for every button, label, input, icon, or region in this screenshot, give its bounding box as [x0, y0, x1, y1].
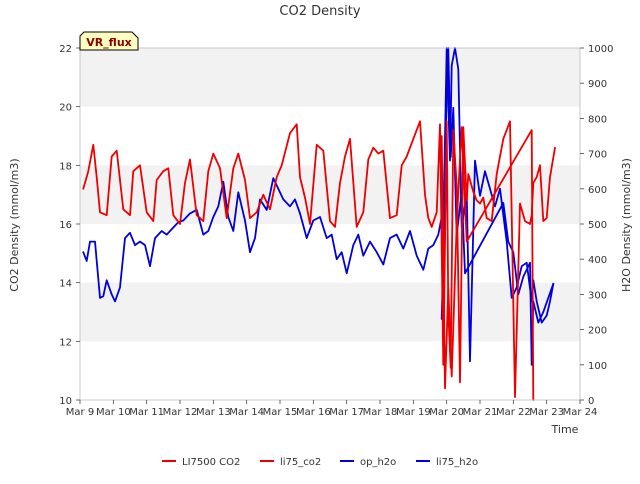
x-tick-label: Mar 9	[66, 407, 94, 418]
series-line-op-h2o	[82, 47, 555, 363]
x-tick-label: Mar 12	[163, 407, 198, 418]
y-right-tick-label: 500	[588, 220, 607, 231]
x-tick-label: Mar 21	[463, 407, 498, 418]
y-axis-left: 10 12 14 16 18 20 22	[59, 44, 80, 407]
y-right-tick-label: 900	[588, 79, 607, 90]
y-left-tick-label: 10	[59, 396, 72, 407]
y-left-tick-label: 22	[59, 44, 72, 55]
grid-band	[80, 48, 580, 107]
chart-title: CO2 Density	[279, 4, 360, 19]
y-right-tick-label: 600	[588, 185, 607, 196]
x-tick-label: Mar 24	[563, 407, 598, 418]
x-tick-label: Mar 22	[496, 407, 531, 418]
y-left-tick-label: 12	[59, 337, 72, 348]
y-left-tick-label: 20	[59, 103, 72, 114]
x-tick-label: Mar 11	[129, 407, 164, 418]
y-axis-left-label: CO2 Density (mmol/m3)	[8, 158, 21, 291]
x-tick-label: Mar 15	[263, 407, 298, 418]
x-tick-label: Mar 10	[96, 407, 131, 418]
series-layer	[82, 47, 556, 401]
badge: VR_flux	[79, 31, 139, 51]
grid-band	[80, 282, 580, 342]
legend-label: op_h2o	[360, 457, 396, 468]
y-left-tick-label: 18	[59, 161, 72, 172]
y-right-tick-label: 0	[588, 396, 594, 407]
y-right-tick-label: 100	[588, 361, 607, 372]
x-tick-label: Mar 16	[296, 407, 331, 418]
x-tick-label: Mar 23	[529, 407, 564, 418]
legend-label: li75_h2o	[436, 457, 478, 468]
y-right-tick-label: 700	[588, 150, 607, 161]
x-tick-label: Mar 19	[396, 407, 431, 418]
y-left-tick-label: 14	[59, 279, 72, 290]
plot-grid-bands	[80, 48, 580, 342]
x-tick-label: Mar 17	[329, 407, 364, 418]
y-left-tick-label: 16	[59, 220, 72, 231]
legend-label: LI7500 CO2	[182, 457, 240, 468]
x-tick-label: Mar 13	[196, 407, 231, 418]
badge-box	[79, 31, 139, 51]
y-axis-right: 0 100 200 300 400 500 600 700 800 900 1000	[580, 44, 613, 407]
series-line-li75-h2o	[440, 47, 555, 366]
badge-label: VR_flux	[86, 36, 132, 49]
series-line-li7500-co2	[82, 120, 556, 399]
y-axis-right-label: H2O Density (mmol/m3)	[620, 158, 633, 292]
y-right-tick-label: 400	[588, 255, 607, 266]
y-right-tick-label: 800	[588, 114, 607, 125]
x-tick-label: Mar 18	[363, 407, 398, 418]
y-right-tick-label: 300	[588, 290, 607, 301]
legend-label: li75_co2	[280, 457, 321, 468]
x-axis-label: Time	[551, 423, 579, 436]
x-tick-label: Mar 20	[429, 407, 464, 418]
legend: LI7500 CO2 li75_co2 op_h2o li75_h2o	[162, 457, 478, 468]
x-tick-label: Mar 14	[229, 407, 264, 418]
y-right-tick-label: 1000	[588, 44, 613, 55]
y-right-tick-label: 200	[588, 326, 607, 337]
series-line-li75-co2	[440, 126, 535, 401]
